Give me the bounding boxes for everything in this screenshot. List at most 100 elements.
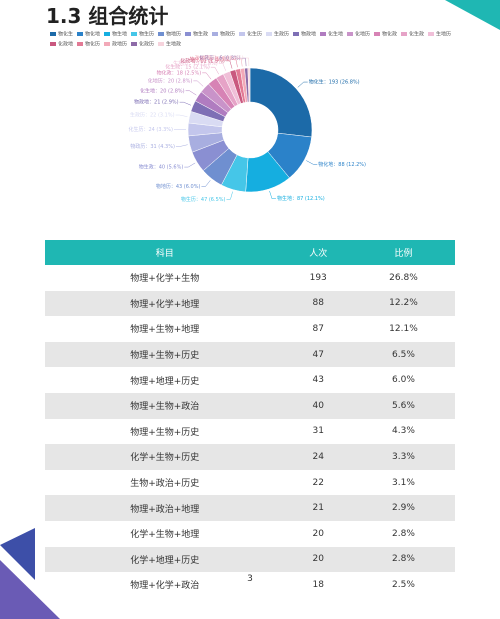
data-label: 生政历：22 (3.1%) <box>130 112 175 119</box>
table-row: 物理+化学+政治 18 2.5% <box>45 572 455 598</box>
table-cell: 化学+地理+历史 <box>45 546 285 573</box>
legend-label: 物生政 <box>193 31 208 38</box>
table-cell: 193 <box>309 272 327 283</box>
legend-label: 物化历 <box>85 41 100 48</box>
table-cell: 40 <box>284 392 352 419</box>
legend-label: 生地历 <box>436 31 451 38</box>
pie-slice <box>247 67 251 103</box>
leader-line <box>201 180 211 187</box>
data-label: 化政地：11 (1.5%) <box>180 57 225 64</box>
data-label: 物地历：43 (6.0%) <box>156 183 201 190</box>
legend-label: 物生地 <box>112 31 127 38</box>
legend-swatch <box>158 42 164 46</box>
table: 科目 人次 比例 物理+化学+生物 193 26.8% 物理+化学+地理 88 12.2% 物理+… <box>45 240 455 598</box>
legend-label: 物生历 <box>139 31 154 38</box>
data-label: 物生地：87 (12.1%) <box>277 195 325 202</box>
corner-triangle <box>0 528 35 580</box>
data-label: 化生历：24 (3.3%) <box>128 126 173 133</box>
table-row: 物理+政治+地理 21 2.9% <box>45 495 455 521</box>
leader-line <box>184 162 196 168</box>
legend-label: 生政历 <box>274 31 289 38</box>
table-cell: 6.5% <box>351 341 455 368</box>
leader-line <box>225 60 233 69</box>
legend-swatch <box>104 42 110 46</box>
legend-swatch <box>50 32 56 36</box>
legend-swatch <box>158 32 164 36</box>
table-cell: 26.8% <box>389 272 418 283</box>
table-cell: 47 <box>284 341 352 368</box>
table-cell: 物理+生物+地理 <box>130 325 200 336</box>
table-cell: 24 <box>284 444 352 470</box>
legend-swatch <box>266 32 272 36</box>
table-row: 物理+生物+历史 31 4.3% <box>45 419 455 445</box>
leader-line <box>244 57 250 67</box>
table-cell: 6.0% <box>392 375 415 386</box>
table-cell: 3.3% <box>351 444 455 470</box>
legend-label: 物政地 <box>301 31 316 38</box>
table-cell: 21 <box>284 495 352 521</box>
table-row: 化学+地理+历史 20 2.8% <box>45 546 455 573</box>
table-cell: 物理+地理+历史 <box>130 376 200 387</box>
table-cell: 88 <box>284 290 352 317</box>
leader-line <box>179 101 192 106</box>
page-number: 3 <box>247 574 253 584</box>
header-cell: 比例 <box>351 240 455 265</box>
table-row: 物理+地理+历史 43 6.0% <box>45 367 455 393</box>
legend-swatch <box>374 32 380 36</box>
section-title: 1.3 组合统计 <box>46 4 169 28</box>
table-row: 化学+生物+地理 20 2.8% <box>45 521 455 547</box>
table-cell: 物理+化学+政治 <box>130 581 200 592</box>
table-cell: 物理+生物+历史 <box>130 427 200 438</box>
table-cell: 4.3% <box>392 426 415 437</box>
table-row: 物理+化学+生物 193 26.8% <box>45 265 455 291</box>
leader-line <box>237 58 243 67</box>
leader-line <box>297 81 308 88</box>
legend-swatch <box>77 42 83 46</box>
leader-line <box>306 160 318 165</box>
table-cell: 87 <box>312 323 324 334</box>
legend-label: 化生地 <box>328 31 343 38</box>
leader-line <box>193 80 204 87</box>
legend-swatch <box>185 32 191 36</box>
table-cell: 2.8% <box>392 528 415 539</box>
data-label: 物政历：31 (4.3%) <box>130 143 175 150</box>
header-cell: 科目 <box>45 240 285 265</box>
data-label: 物化政：18 (2.5%) <box>157 69 202 76</box>
legend-label: 生地政 <box>166 41 181 48</box>
leader-line <box>218 63 226 71</box>
legend-swatch <box>347 32 353 36</box>
table-cell: 43 <box>312 375 324 386</box>
legend-swatch <box>239 32 245 36</box>
table-cell: 物理+化学+地理 <box>45 290 285 317</box>
table-cell: 2.8% <box>351 546 455 573</box>
legend-label: 政地历 <box>112 41 127 48</box>
data-label: 化生政：15 (2.1%) <box>165 64 210 71</box>
data-label: 生地历：13 (1.8%) <box>173 60 218 67</box>
legend-swatch <box>293 32 299 36</box>
table-cell: 化学+生物+地理 <box>130 530 200 541</box>
data-label: 物政地：21 (2.9%) <box>134 99 179 106</box>
header-cell: 人次 <box>284 240 352 265</box>
table-cell: 18 <box>312 579 324 590</box>
table-header: 科目 人次 比例 <box>45 240 455 265</box>
table-cell: 2.5% <box>392 579 415 590</box>
legend-label: 化政地 <box>58 41 73 48</box>
table-cell: 20 <box>284 546 352 573</box>
leader-line <box>226 191 233 200</box>
data-label: 物生政：40 (5.6%) <box>139 164 184 171</box>
table-row: 生物+政治+历史 22 3.1% <box>45 470 455 496</box>
table-cell: 20 <box>312 528 324 539</box>
legend-label: 化政历 <box>139 41 154 48</box>
table-cell: 物理+化学+生物 <box>130 274 200 285</box>
legend-label: 物地历 <box>166 31 181 38</box>
table-cell: 生物+政治+历史 <box>130 479 200 490</box>
table-cell: 12.2% <box>351 290 455 317</box>
data-label: 化地历：20 (2.8%) <box>148 77 193 84</box>
data-label: 物生历：47 (6.5%) <box>181 196 226 203</box>
legend-swatch <box>77 32 83 36</box>
data-label: 物化历：9 (1.3%) <box>190 56 231 63</box>
table-cell: 物理+生物+历史 <box>45 341 285 368</box>
leader-line <box>185 90 197 96</box>
